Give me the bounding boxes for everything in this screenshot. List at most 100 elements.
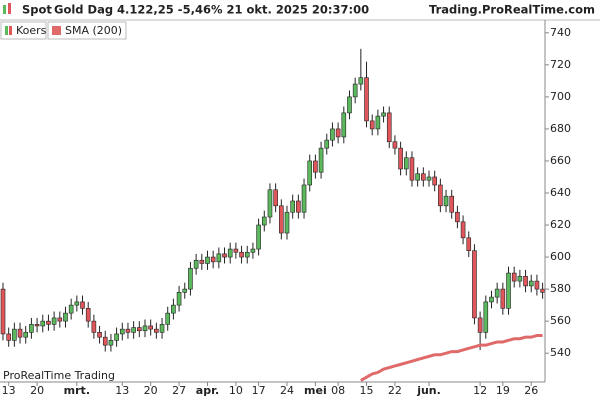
candle-body (341, 112, 347, 138)
legend-label: Koers (16, 24, 47, 37)
x-tick-label: 24 (280, 384, 294, 397)
x-tick-label: 17 (252, 384, 266, 397)
candle-body (68, 304, 74, 314)
y-tick-label: 700 (550, 90, 571, 103)
y-tick-label: 660 (550, 154, 571, 167)
candle-body (494, 288, 500, 298)
candle-body (244, 251, 250, 258)
candle-body (102, 336, 108, 346)
candle-body (63, 312, 68, 322)
legend-box (47, 21, 127, 40)
x-tick-label: jun. (416, 384, 441, 397)
candle-body (523, 275, 528, 287)
candle-body (193, 259, 199, 269)
candle-body (119, 328, 125, 335)
candle-body (261, 216, 267, 226)
candle-body (182, 288, 188, 293)
y-tick-label: 540 (550, 346, 571, 359)
symbol: Spot (22, 3, 52, 17)
candle-body (233, 248, 239, 253)
x-tick-label: 19 (496, 384, 510, 397)
candle-body (216, 253, 222, 263)
candle-body (279, 205, 284, 234)
candle-body (199, 259, 205, 264)
candle-body (540, 288, 545, 293)
candle-body (51, 317, 57, 325)
y-tick-label: 640 (550, 186, 571, 199)
candle-body (409, 157, 415, 181)
x-tick-label: 13 (115, 384, 129, 397)
candle-body (12, 328, 17, 341)
candle-body (148, 325, 153, 330)
candle-body (472, 250, 477, 319)
candle-body (188, 267, 193, 290)
candle-body (335, 128, 341, 138)
candle-body (301, 184, 307, 213)
candle-body (165, 312, 171, 325)
watermark: ProRealTime Trading (3, 369, 115, 382)
candle-body (381, 112, 386, 117)
x-tick-label: 08 (331, 384, 345, 397)
x-tick-label: 12 (473, 384, 487, 397)
candle-body (256, 224, 261, 250)
candle-body (403, 157, 409, 170)
candle-body (97, 332, 102, 338)
candle-body (57, 317, 63, 322)
x-tick-label: mei (304, 384, 327, 397)
candle-body (506, 272, 511, 309)
x-tick-label: 26 (524, 384, 538, 397)
candle-body (477, 317, 483, 333)
candle-body (40, 320, 46, 327)
candle-body (296, 200, 301, 213)
candle-body (85, 308, 91, 322)
legend-box (0, 21, 47, 40)
candle-body (205, 256, 210, 264)
candle-body (318, 147, 324, 173)
header-icon (8, 3, 11, 14)
candle-body (455, 211, 460, 223)
y-tick-label: 740 (550, 26, 571, 39)
x-tick-label: apr. (196, 384, 219, 397)
y-tick-label: 600 (550, 250, 571, 263)
candle-body (307, 160, 313, 186)
y-tick-label: 560 (550, 314, 571, 327)
candle-body (358, 77, 364, 85)
candle-body (0, 288, 6, 335)
candle-body (438, 184, 443, 207)
candle-body (137, 327, 142, 332)
candle-body (34, 324, 40, 327)
candle-body (421, 173, 426, 181)
candle-body (398, 147, 403, 170)
candle-body (369, 120, 375, 130)
sma-line (360, 334, 543, 382)
candle-body (466, 237, 472, 251)
candle-body (290, 200, 295, 213)
legend-swatch (52, 26, 61, 35)
candle-body (108, 340, 114, 346)
x-tick-label: 10 (229, 384, 243, 397)
candle-body (347, 96, 352, 114)
chart-title: Gold Dag 4.122,25 -5,46% 21 okt. 2025 20… (54, 3, 369, 17)
candle-body (392, 141, 398, 149)
candle-body (23, 332, 29, 338)
legend-swatch (9, 26, 12, 35)
candle-body (534, 280, 540, 290)
x-tick-label: 15 (360, 384, 374, 397)
candle-body (273, 189, 278, 207)
y-tick-label: 680 (550, 122, 571, 135)
candle-body (483, 301, 489, 333)
candle-body (131, 327, 136, 333)
candle-body (114, 333, 119, 341)
candle-body (449, 195, 455, 213)
candle-body (443, 195, 449, 207)
y-tick-label: 580 (550, 282, 571, 295)
x-tick-label: 20 (30, 384, 44, 397)
candle-body (415, 173, 420, 181)
candle-body (125, 328, 131, 333)
candle-body (91, 320, 97, 333)
candle-body (46, 320, 51, 325)
candle-body (210, 256, 216, 263)
candle-body (29, 324, 34, 333)
candle-body (154, 328, 159, 333)
